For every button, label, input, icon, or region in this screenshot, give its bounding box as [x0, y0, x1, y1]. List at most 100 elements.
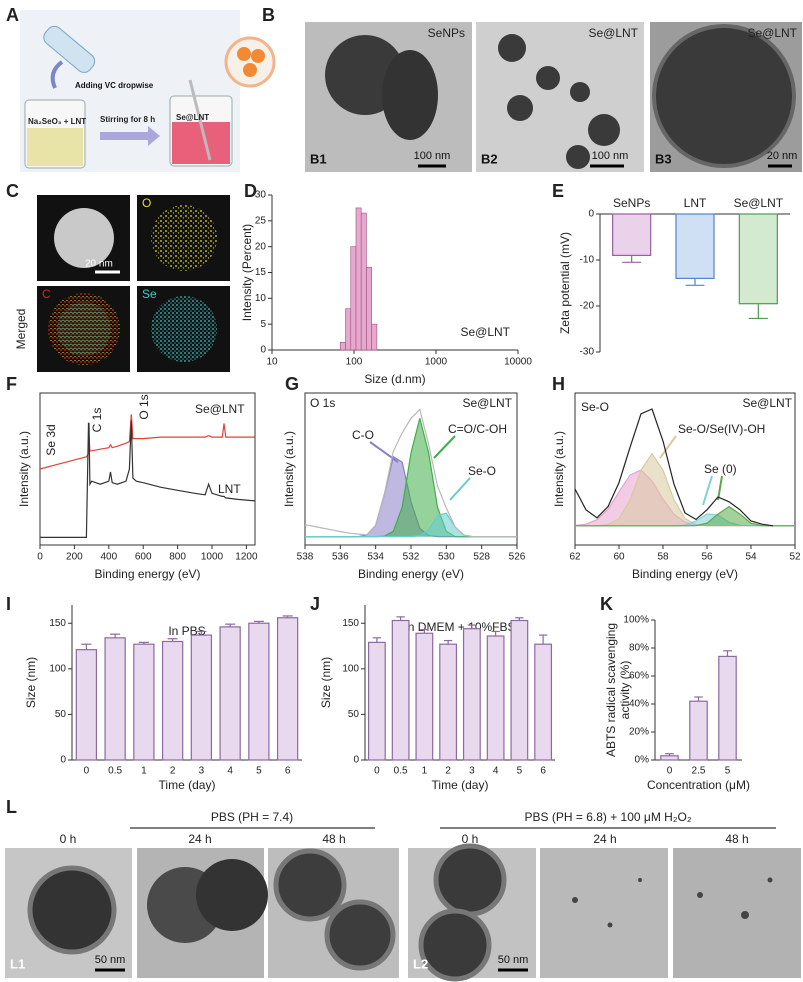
panel-a: Adding VC dropwise Na₂SeO₃ + LNT Stirrin…: [20, 10, 276, 172]
y-axis-label: Intensity (Percent): [240, 224, 254, 321]
x-tick-label: 1: [422, 766, 428, 777]
x-tick-label: 536: [332, 552, 349, 563]
x-tick-label: 4: [493, 766, 499, 777]
panel-label: A: [6, 5, 19, 25]
x-tick-label: 54: [745, 552, 757, 563]
y-tick-label: 20: [255, 241, 267, 252]
x-tick-label: 10: [266, 357, 278, 368]
time-label: 0 h: [60, 832, 77, 846]
y-axis-label: Zeta potential (mV): [558, 232, 572, 334]
particle: [566, 145, 590, 169]
time-label: 0 h: [462, 832, 479, 846]
x-tick-label: 56: [701, 552, 713, 563]
x-tick-label: Se@LNT: [734, 196, 784, 210]
y-tick-label: 60%: [629, 671, 649, 682]
bar: [161, 640, 184, 761]
annotation: In DMEM + 10%FBS: [404, 620, 515, 634]
x-axis-label: Time (day): [159, 778, 216, 792]
x-tick-label: LNT: [684, 196, 707, 210]
condition-label: PBS (PH = 6.8) + 100 μM H₂O₂: [525, 810, 692, 824]
spectrum-line: [574, 408, 774, 527]
spectrum-line: [304, 408, 517, 538]
y-axis-label: Size (nm): [319, 657, 333, 708]
time-label: 48 h: [322, 832, 345, 846]
x-axis-label: Time (day): [432, 778, 489, 792]
y-axis-label: Intensity (a.u.): [552, 431, 566, 507]
plot-frame: [574, 392, 796, 546]
bar: [612, 213, 652, 257]
micrograph: [540, 848, 668, 978]
x-tick-label: 5: [517, 766, 523, 777]
reactant-label: Na₂SeO₃ + LNT: [28, 117, 86, 126]
bar: [738, 213, 778, 305]
x-tick-label: 3: [469, 766, 475, 777]
bar: [675, 213, 715, 280]
x-tick-label: SeNPs: [613, 196, 650, 210]
x-tick-label: 3: [199, 766, 205, 777]
y-tick-label: 50: [55, 709, 67, 720]
annotation: Se-O/Se(IV)-OH: [678, 422, 765, 436]
element-map: [151, 296, 217, 362]
panel-labels: A B C D E F G H I J K L: [6, 5, 613, 817]
x-tick-label: 1200: [235, 552, 258, 563]
y-tick-label: 0: [260, 345, 266, 356]
x-tick-label: 534: [367, 552, 384, 563]
x-tick-label: 10000: [504, 357, 532, 368]
panel-label: D: [244, 181, 257, 201]
y-tick-label: -20: [580, 301, 595, 312]
scale-label: 100 nm: [414, 150, 451, 162]
bar: [439, 643, 458, 761]
particle: [652, 24, 796, 168]
element-map: [57, 302, 111, 356]
x-tick-label: 5: [725, 766, 731, 777]
sample-label: SeNPs: [428, 26, 465, 40]
x-tick-label: 2: [445, 766, 451, 777]
annotation: C 1s: [90, 408, 104, 433]
particle: [382, 50, 438, 140]
panel-label: I: [6, 594, 11, 614]
x-axis-label: Binding energy (eV): [94, 567, 200, 581]
y-axis-label: Intensity (a.u.): [17, 431, 31, 507]
panel-l: PBS (PH = 7.4) PBS (PH = 6.8) + 100 μM H…: [5, 810, 801, 982]
scale-label: 50 nm: [498, 954, 529, 966]
x-axis-label: Binding energy (eV): [632, 567, 738, 581]
fragment: [741, 911, 749, 919]
bar: [391, 619, 410, 761]
test-tube: [43, 25, 96, 73]
x-tick-label: 5: [256, 766, 262, 777]
step-label: Adding VC dropwise: [75, 81, 154, 90]
arrow: [717, 475, 723, 501]
solution: [27, 128, 83, 166]
panel-label: B: [262, 5, 275, 25]
y-tick-label: 10: [255, 293, 267, 304]
particle: [251, 49, 265, 63]
x-axis-label: Size (d.nm): [364, 372, 425, 386]
fragment: [638, 878, 642, 882]
zoom-bubble: [224, 36, 276, 88]
histogram-bar: [366, 267, 372, 351]
bar: [660, 755, 679, 761]
bar: [276, 617, 299, 761]
arrow: [50, 60, 64, 89]
x-tick-label: 1: [141, 766, 147, 777]
x-tick-label: 0.5: [394, 766, 408, 777]
y-tick-label: 15: [255, 267, 267, 278]
y-axis-label: ABTS radical scavenging: [604, 623, 618, 757]
x-tick-label: 60: [613, 552, 625, 563]
y-tick-label: 150: [342, 618, 359, 629]
x-tick-label: 0: [374, 766, 380, 777]
y-axis-label: Size (nm): [24, 657, 38, 708]
arrow: [100, 126, 160, 146]
fragment: [767, 877, 773, 883]
particle: [507, 95, 533, 121]
scale-label: 100 nm: [592, 150, 629, 162]
bar: [367, 641, 386, 761]
x-tick-label: 600: [135, 552, 152, 563]
x-tick-label: 532: [403, 552, 420, 563]
panel-label: E: [552, 181, 564, 201]
image-id: B1: [310, 151, 327, 166]
y-tick-label: 30: [255, 190, 267, 201]
y-tick-label: 100%: [623, 615, 649, 626]
panel-label: C: [6, 181, 19, 201]
y-tick-label: -30: [580, 347, 595, 358]
